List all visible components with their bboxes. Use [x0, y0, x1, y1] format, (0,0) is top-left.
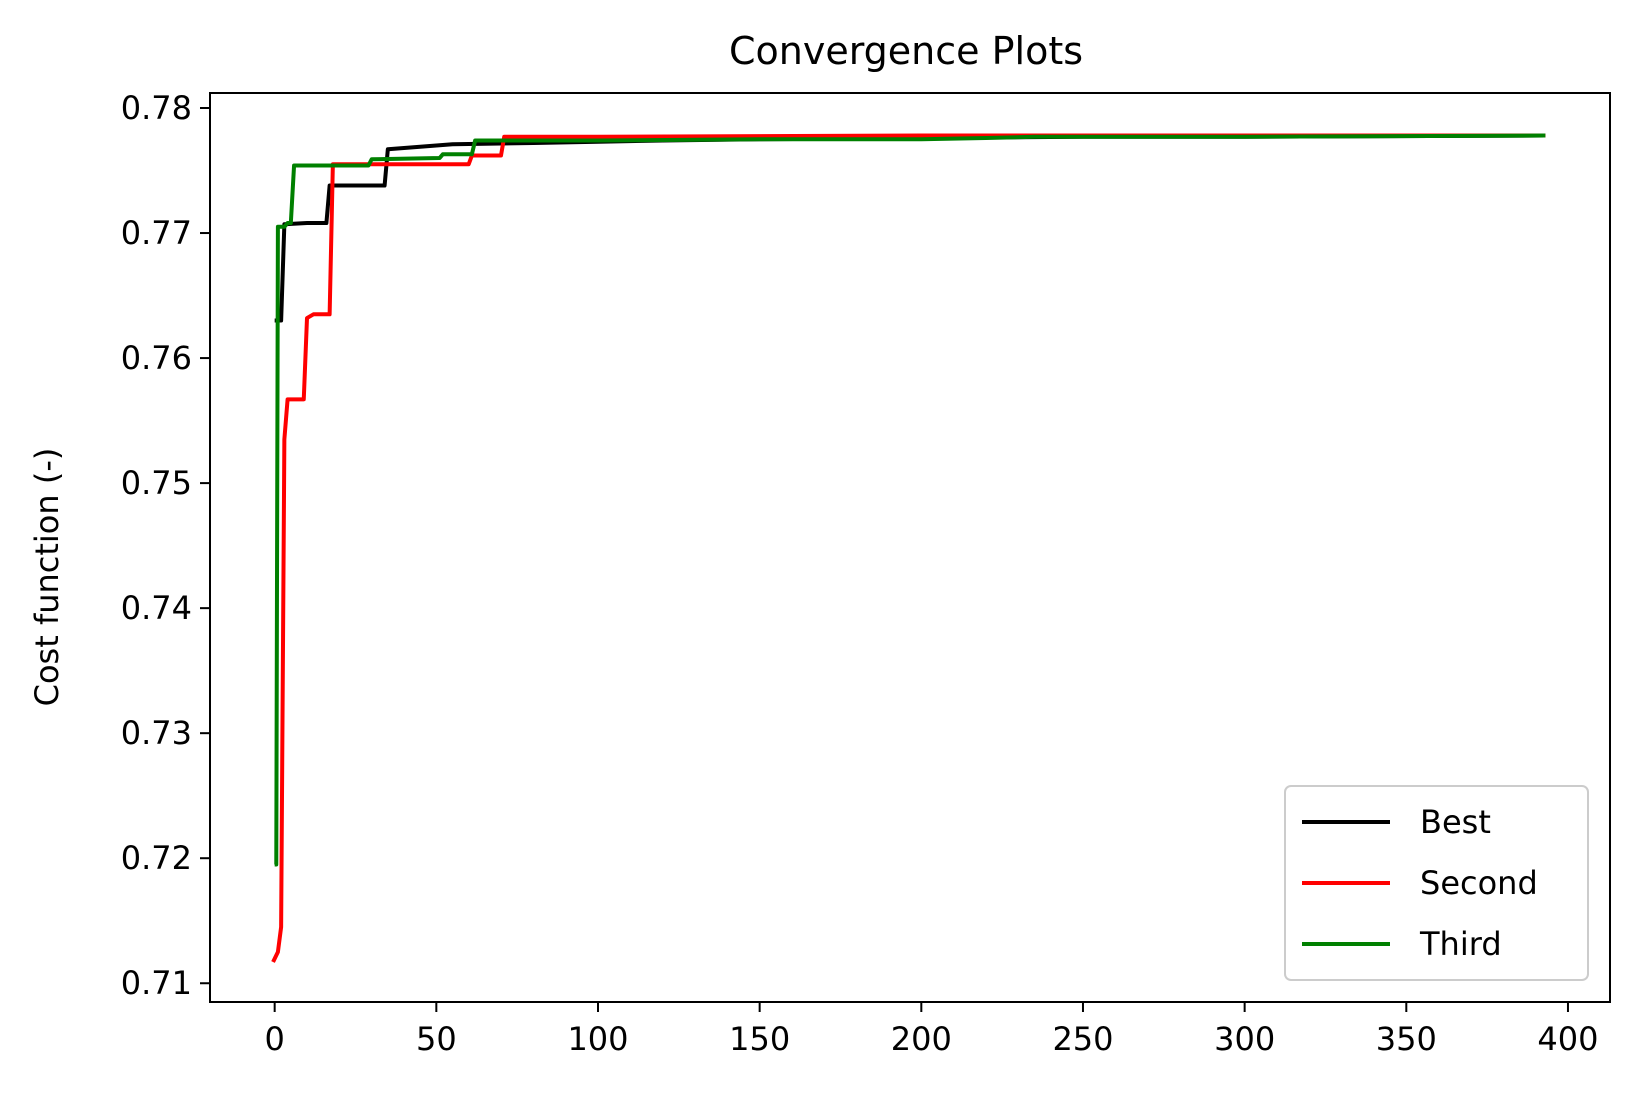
x-tick-label: 50: [416, 1020, 457, 1058]
y-tick-label: 0.77: [121, 214, 192, 252]
series-layer: [271, 133, 1546, 963]
legend-box: [1284, 785, 1589, 981]
y-tick-label: 0.76: [121, 339, 192, 377]
x-tick-label: 150: [729, 1020, 790, 1058]
y-axis-label: Cost function (-): [28, 448, 66, 707]
x-tick-label: 250: [1052, 1020, 1113, 1058]
plot-frame: [209, 92, 1611, 1003]
chart-title: Convergence Plots: [729, 29, 1083, 73]
y-tick-label: 0.72: [121, 839, 192, 877]
y-tick-label: 0.73: [121, 714, 192, 752]
x-tick-label: 200: [891, 1020, 952, 1058]
x-tick-label: 400: [1537, 1020, 1598, 1058]
x-tick-label: 100: [567, 1020, 628, 1058]
legend-label-best: Best: [1420, 803, 1491, 841]
y-tick-label: 0.71: [121, 964, 192, 1002]
y-axis: 0.71 0.72 0.73 0.74 0.75 0.76 0.77 0.78: [121, 89, 210, 1002]
legend-label-third: Third: [1419, 925, 1502, 963]
x-tick-label: 300: [1214, 1020, 1275, 1058]
legend: Best Second Third: [1284, 785, 1589, 981]
x-axis: 0 50 100 150 200 250 300 350 400: [264, 1002, 1599, 1058]
legend-label-second: Second: [1420, 864, 1538, 902]
series-line-third: [274, 133, 1546, 867]
y-tick-label: 0.78: [121, 89, 192, 127]
y-tick-label: 0.74: [121, 589, 192, 627]
y-tick-label: 0.75: [121, 464, 192, 502]
x-tick-label: 350: [1376, 1020, 1437, 1058]
x-tick-label: 0: [264, 1020, 284, 1058]
